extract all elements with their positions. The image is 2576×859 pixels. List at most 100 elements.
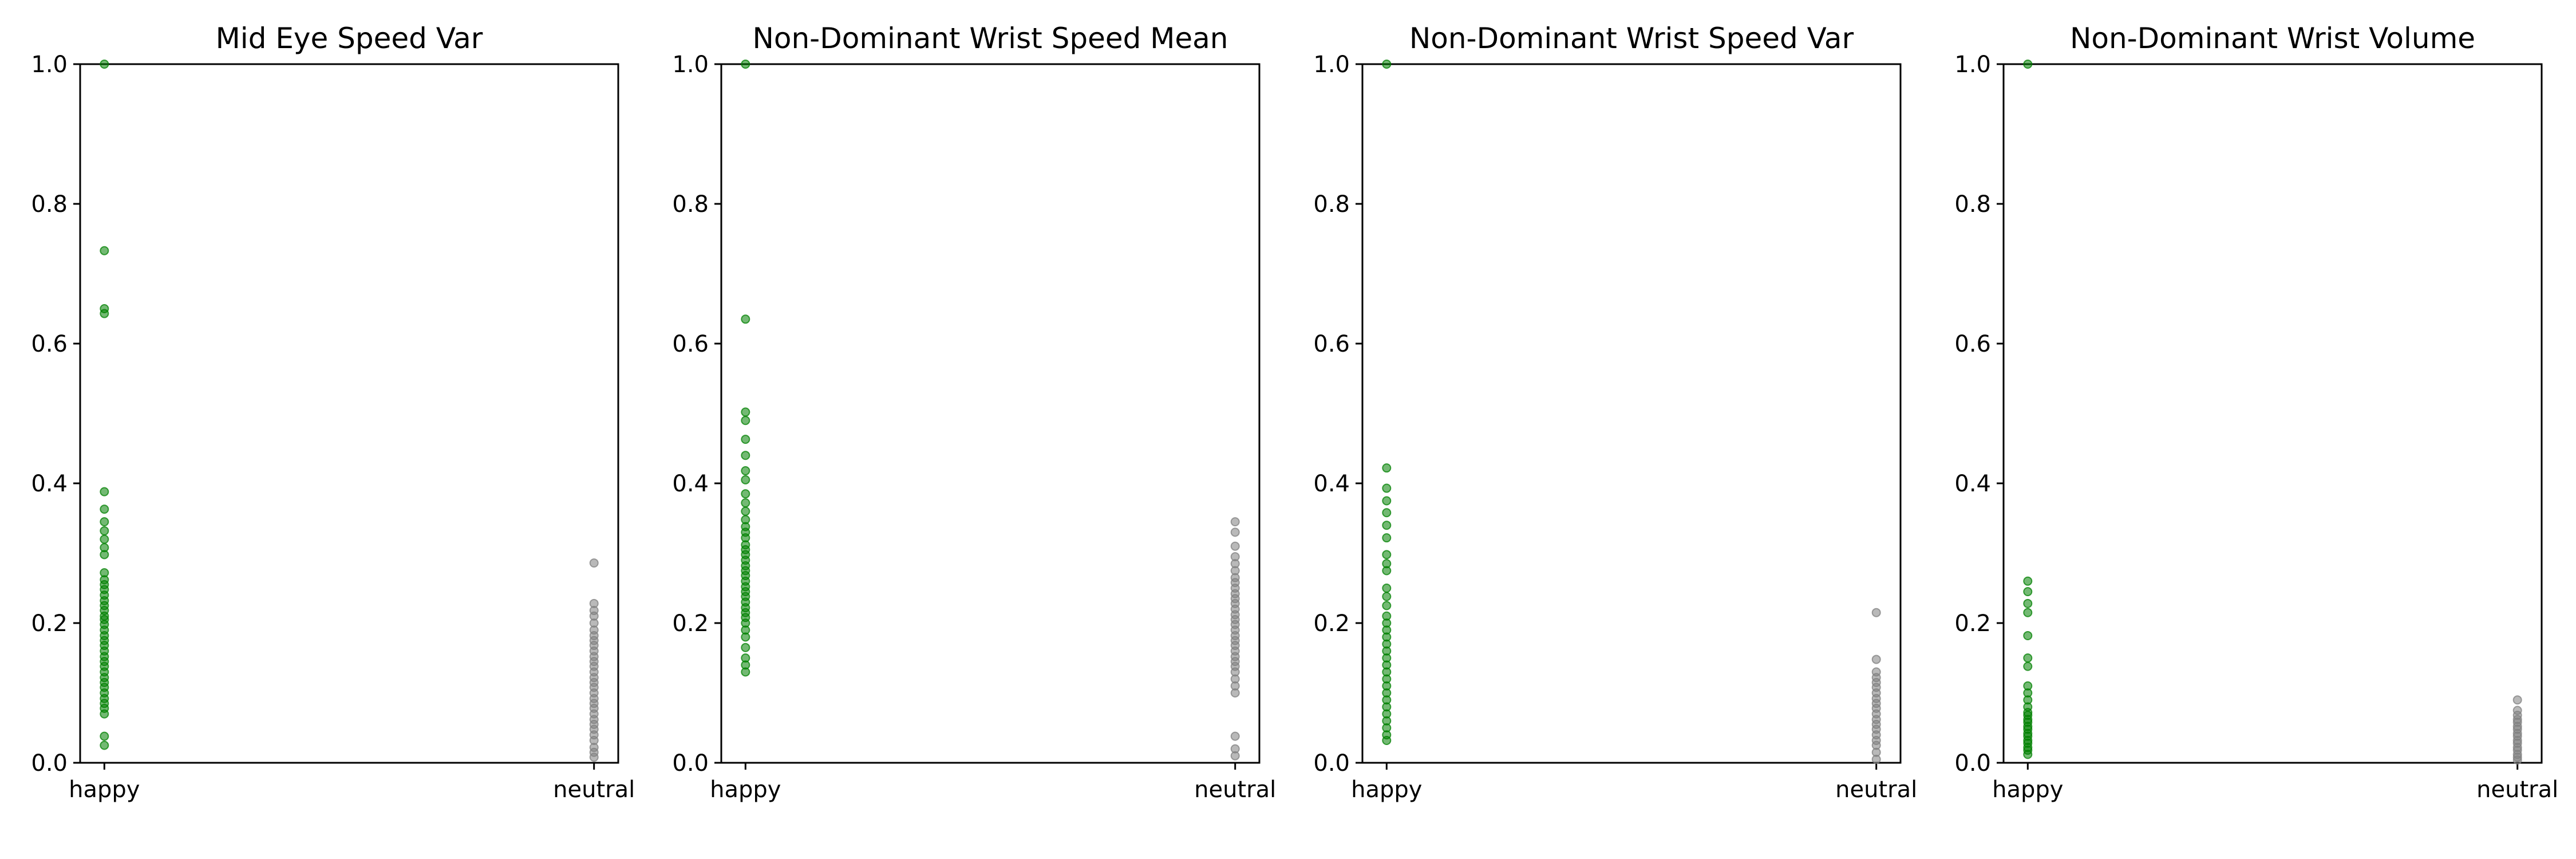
data-point-happy — [1382, 566, 1392, 576]
data-point-neutral — [589, 752, 599, 762]
panel-title: Non-Dominant Wrist Volume — [2070, 22, 2475, 55]
x-tick-label: happy — [710, 777, 781, 803]
axes-frame — [2002, 63, 2543, 764]
data-point-happy — [1382, 584, 1392, 593]
y-tick-label: 0.4 — [31, 471, 68, 497]
data-point-neutral — [1871, 754, 1881, 764]
data-point-neutral — [1230, 517, 1240, 527]
data-point-happy — [100, 487, 109, 497]
data-point-happy — [100, 309, 109, 318]
y-tick-label: 1.0 — [672, 52, 709, 78]
data-point-happy — [741, 407, 750, 417]
panel-title: Non-Dominant Wrist Speed Mean — [753, 22, 1228, 55]
data-point-happy — [1382, 483, 1392, 493]
data-point-happy — [100, 550, 109, 559]
axes-frame — [720, 63, 1261, 764]
data-point-happy — [1382, 60, 1392, 69]
data-point-happy — [1382, 592, 1392, 601]
data-point-happy — [741, 451, 750, 460]
data-point-neutral — [1230, 751, 1240, 761]
data-point-happy — [741, 498, 750, 508]
data-point-happy — [100, 731, 109, 741]
x-tick-label: happy — [69, 777, 140, 803]
y-tick-label: 0.2 — [1954, 610, 1991, 637]
data-point-neutral — [1230, 688, 1240, 698]
y-tick-label: 1.0 — [1313, 52, 1350, 78]
y-tick-label: 0.6 — [672, 331, 709, 357]
y-tick-label: 0.6 — [1954, 331, 1991, 357]
y-tick-label: 0.0 — [31, 750, 68, 777]
y-tick-label: 1.0 — [1954, 52, 1991, 78]
data-point-neutral — [2512, 755, 2522, 765]
y-tick-label: 0.2 — [672, 610, 709, 637]
data-point-happy — [2023, 60, 2033, 69]
data-point-happy — [100, 246, 109, 255]
y-tick-label: 0.4 — [1313, 471, 1350, 497]
axes-frame — [1361, 63, 1902, 764]
y-tick-label: 0.4 — [1954, 471, 1991, 497]
y-tick-label: 0.8 — [1954, 191, 1991, 218]
data-point-happy — [100, 526, 109, 535]
y-tick-label: 0.6 — [31, 331, 68, 357]
data-point-happy — [741, 466, 750, 476]
y-tick-label: 0.2 — [31, 610, 68, 637]
x-tick-label: neutral — [1835, 777, 1917, 803]
axes-frame — [79, 63, 619, 764]
data-point-happy — [741, 506, 750, 516]
data-point-happy — [2023, 750, 2033, 759]
panel-title: Mid Eye Speed Var — [216, 22, 483, 55]
data-point-happy — [2023, 631, 2033, 640]
data-point-happy — [100, 505, 109, 514]
x-tick-label: neutral — [553, 777, 635, 803]
data-point-happy — [1382, 533, 1392, 543]
data-point-neutral — [1871, 655, 1881, 664]
data-point-happy — [741, 643, 750, 652]
y-tick-label: 0.4 — [672, 471, 709, 497]
data-point-happy — [1382, 463, 1392, 473]
data-point-happy — [741, 60, 750, 69]
data-point-neutral — [1230, 541, 1240, 551]
data-point-happy — [100, 740, 109, 750]
data-point-happy — [100, 709, 109, 719]
data-point-happy — [741, 475, 750, 484]
data-point-happy — [741, 632, 750, 642]
data-point-happy — [1382, 735, 1392, 745]
data-point-happy — [2023, 661, 2033, 671]
data-point-happy — [2023, 608, 2033, 617]
data-point-happy — [741, 416, 750, 425]
data-point-happy — [2023, 598, 2033, 608]
y-tick-label: 0.8 — [672, 191, 709, 218]
x-tick-label: neutral — [1194, 777, 1276, 803]
y-tick-label: 0.6 — [1313, 331, 1350, 357]
data-point-happy — [1382, 521, 1392, 530]
data-point-neutral — [1230, 731, 1240, 741]
data-point-happy — [1382, 496, 1392, 506]
y-tick-label: 1.0 — [31, 52, 68, 78]
data-point-happy — [741, 435, 750, 444]
data-point-happy — [741, 667, 750, 677]
data-point-happy — [2023, 576, 2033, 586]
x-tick-label: happy — [1992, 777, 2063, 803]
data-point-neutral — [1871, 608, 1881, 617]
y-tick-label: 0.8 — [1313, 191, 1350, 218]
x-tick-label: neutral — [2476, 777, 2558, 803]
data-point-happy — [741, 314, 750, 324]
y-tick-label: 0.2 — [1313, 610, 1350, 637]
data-point-happy — [741, 489, 750, 499]
data-point-happy — [2023, 587, 2033, 597]
y-tick-label: 0.0 — [672, 750, 709, 777]
data-point-neutral — [2512, 695, 2522, 705]
y-tick-label: 0.0 — [1313, 750, 1350, 777]
data-point-happy — [1382, 508, 1392, 518]
panel-title: Non-Dominant Wrist Speed Var — [1409, 22, 1854, 55]
data-point-happy — [100, 517, 109, 527]
data-point-happy — [100, 60, 109, 69]
data-point-happy — [1382, 601, 1392, 610]
data-point-neutral — [589, 558, 599, 568]
data-point-neutral — [1230, 527, 1240, 537]
data-point-happy — [1382, 550, 1392, 559]
x-tick-label: happy — [1351, 777, 1422, 803]
data-point-happy — [2023, 653, 2033, 663]
y-tick-label: 0.0 — [1954, 750, 1991, 777]
